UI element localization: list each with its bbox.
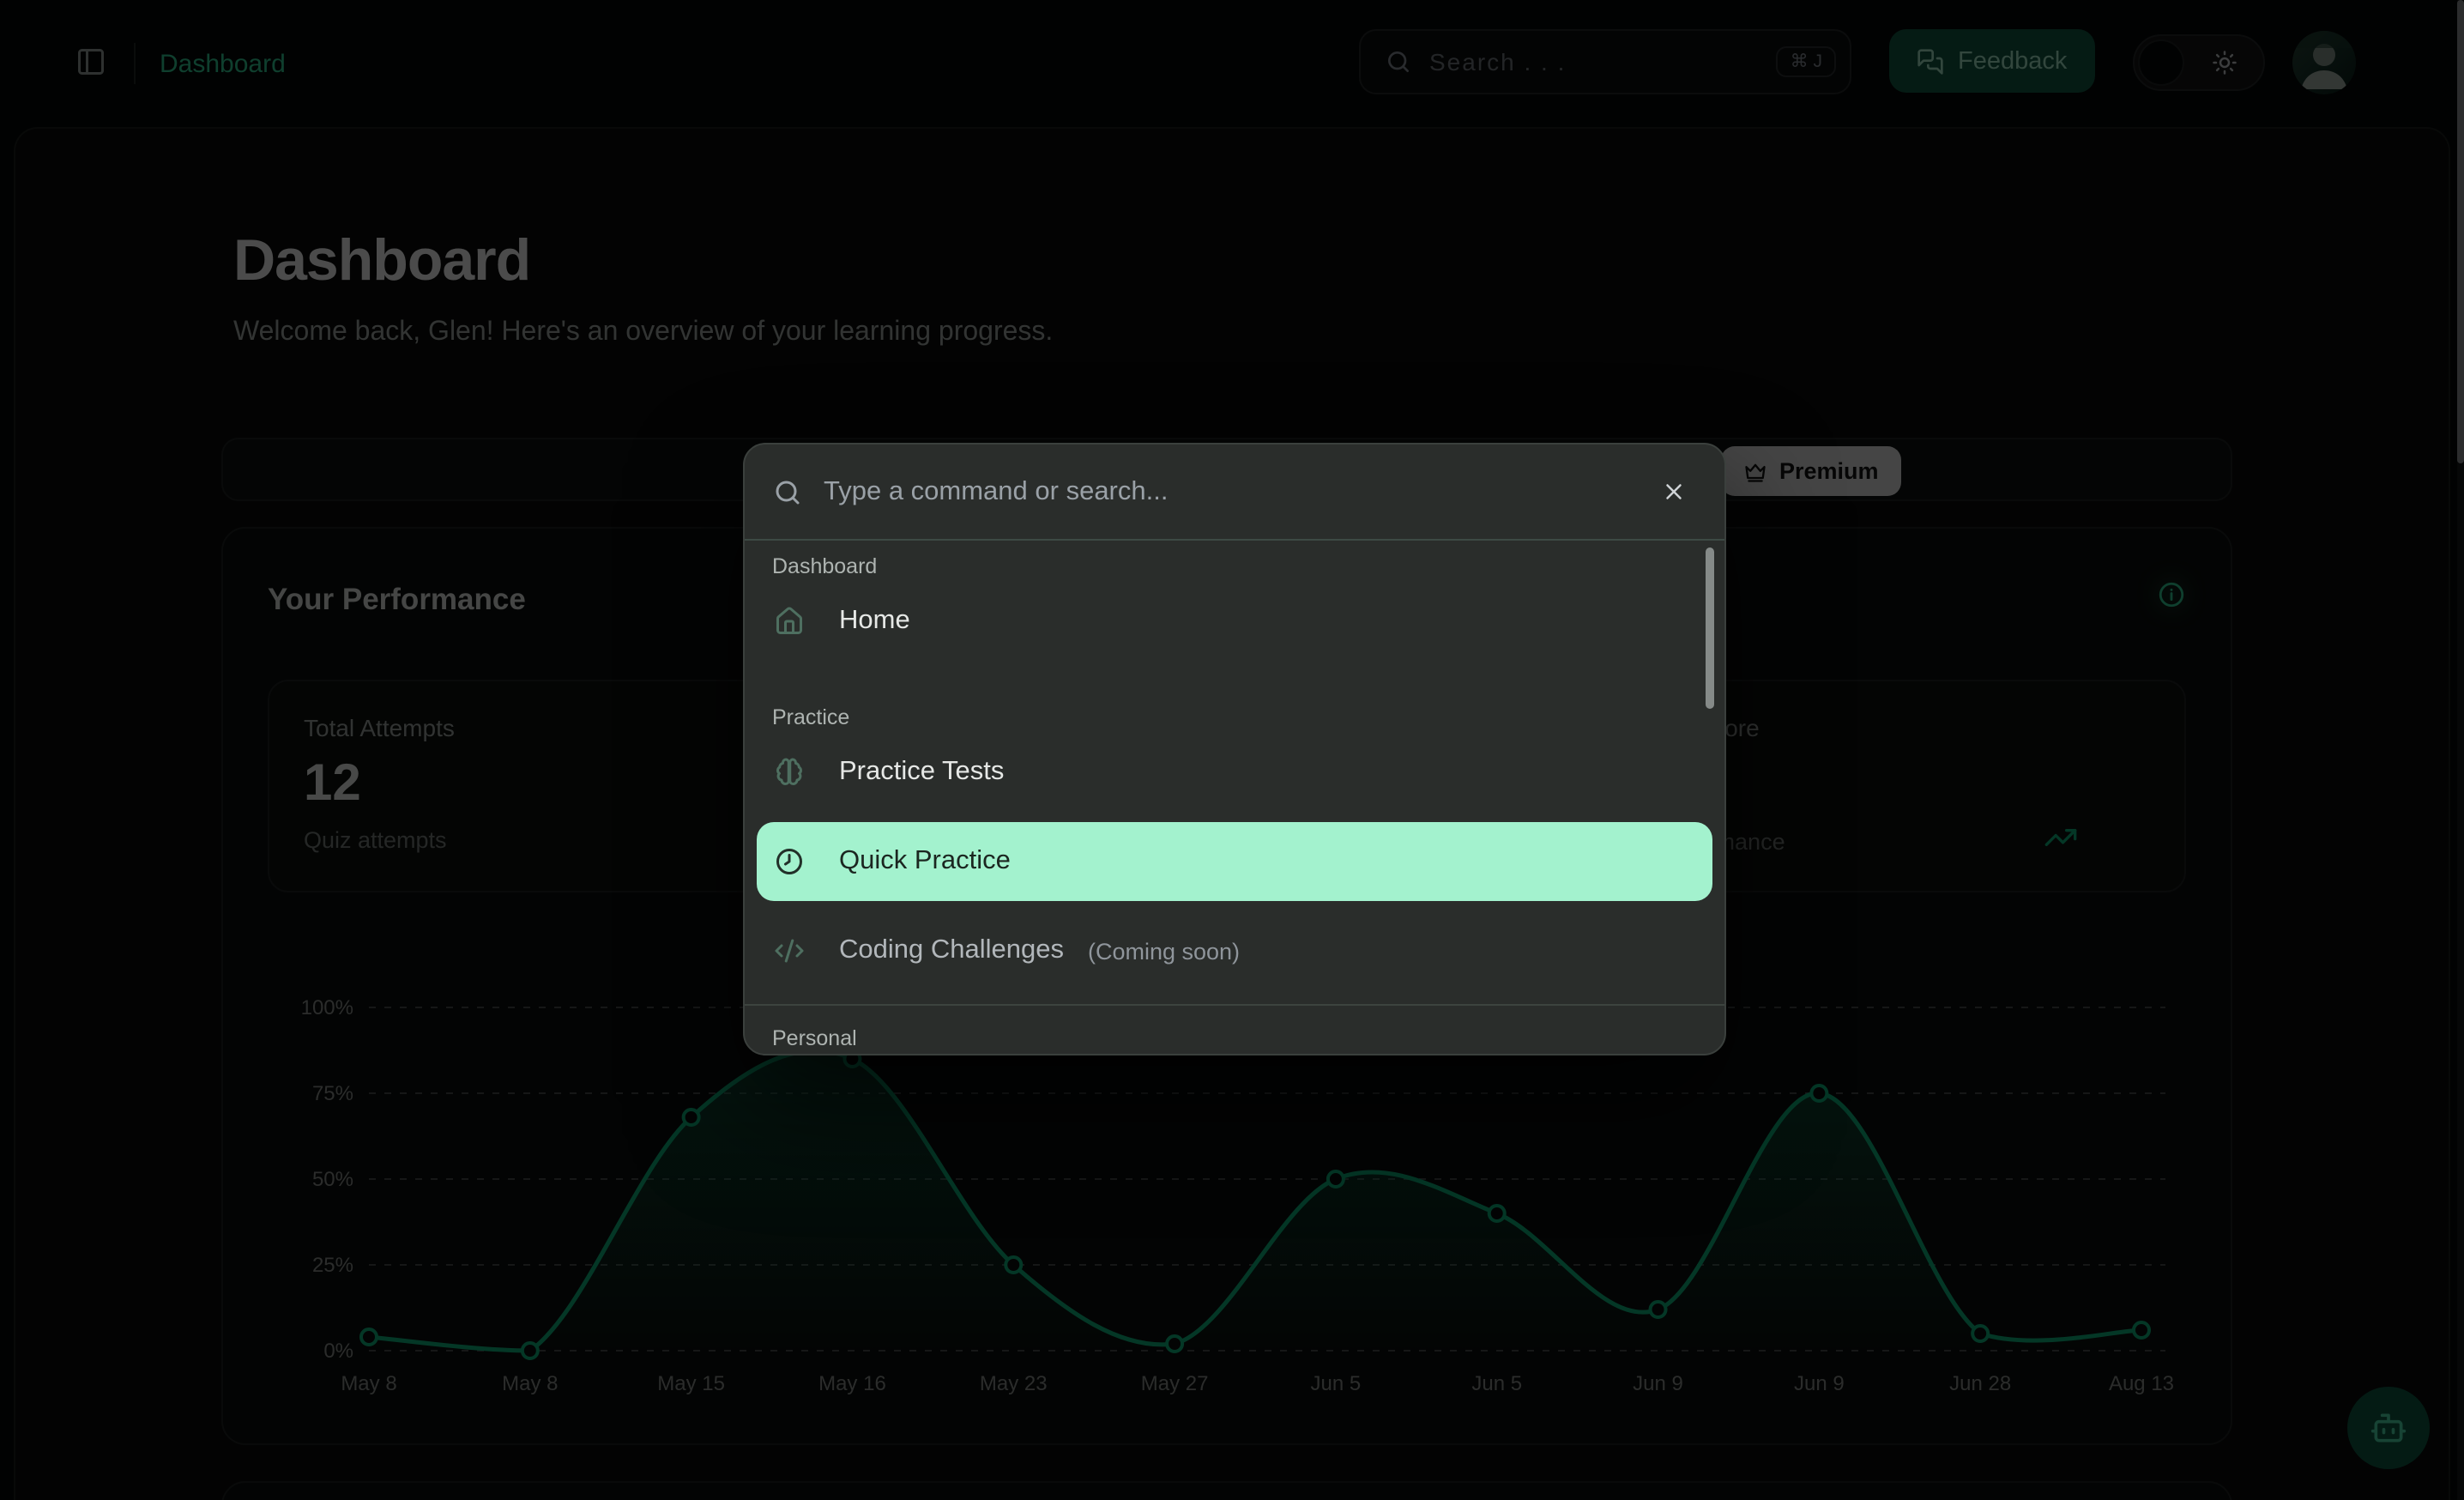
command-item-quick-practice[interactable]: Quick Practice [757, 822, 1712, 901]
command-item-label: Quick Practice [839, 846, 1011, 875]
modal-scrollbar-thumb[interactable] [1706, 547, 1714, 709]
list-divider [745, 1004, 1724, 1006]
command-palette: Dashboard Home Practice Practice Tests Q… [743, 443, 1726, 1055]
command-input[interactable] [824, 476, 1654, 507]
command-item-label: Coding Challenges [839, 935, 1064, 965]
code-icon [774, 935, 805, 966]
search-icon [772, 476, 803, 507]
command-item-label: Practice Tests [839, 757, 1005, 786]
close-button[interactable] [1654, 472, 1694, 511]
command-item-home[interactable]: Home [757, 585, 1712, 657]
close-icon [1661, 479, 1687, 505]
house-icon [774, 606, 805, 637]
clock-icon [774, 846, 805, 877]
command-item-practice-tests[interactable]: Practice Tests [757, 736, 1712, 808]
section-label-dashboard: Dashboard [772, 554, 878, 578]
brain-icon [774, 757, 805, 788]
coming-soon-badge: (Coming soon) [1087, 938, 1241, 964]
command-palette-header [745, 445, 1724, 541]
command-item-coding-challenges[interactable]: Coding Challenges (Coming soon) [757, 915, 1712, 987]
section-label-practice: Practice [772, 705, 850, 729]
section-label-personal: Personal [772, 1026, 857, 1050]
command-list: Dashboard Home Practice Practice Tests Q… [745, 541, 1724, 1054]
command-item-label: Home [839, 606, 910, 635]
